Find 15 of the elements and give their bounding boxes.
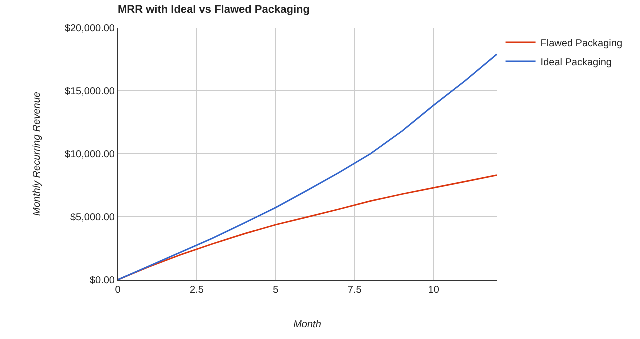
y-tick-label: $0.00 bbox=[90, 276, 116, 286]
x-axis-title: Month bbox=[294, 320, 322, 330]
chart-title: MRR with Ideal vs Flawed Packaging bbox=[118, 4, 310, 16]
y-tick-label: $10,000.00 bbox=[64, 150, 116, 160]
y-tick-label: $5,000.00 bbox=[70, 212, 116, 224]
x-tick-label: 5 bbox=[273, 285, 280, 296]
y-tick-label: $15,000.00 bbox=[64, 86, 116, 98]
y-axis-title: Monthly Recurring Revenue bbox=[32, 92, 43, 216]
legend-label: Ideal Packaging bbox=[540, 57, 612, 68]
x-tick-label: 10 bbox=[428, 285, 440, 296]
legend-label: Flawed Packaging bbox=[540, 38, 623, 50]
x-tick-label: 2.5 bbox=[190, 285, 204, 296]
y-tick-label: $20,000.00 bbox=[64, 24, 116, 34]
x-tick-label: 7.5 bbox=[348, 285, 362, 296]
x-tick-label: 0 bbox=[115, 285, 122, 296]
